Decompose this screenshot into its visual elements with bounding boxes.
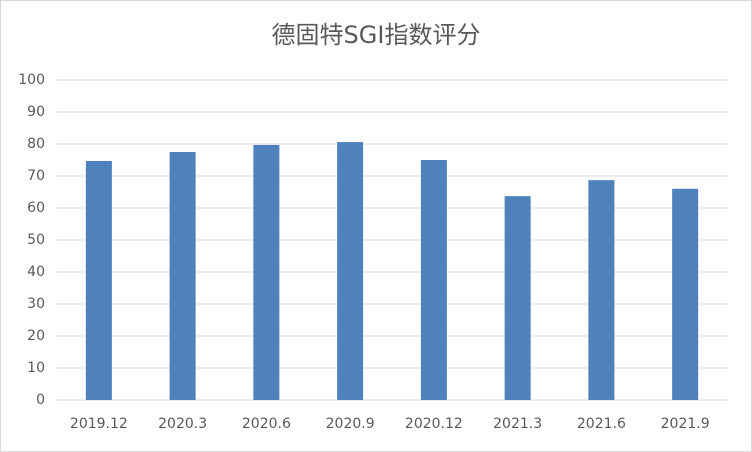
bar [588, 180, 615, 400]
y-tick-label: 20 [27, 328, 45, 344]
bar [169, 152, 196, 400]
x-tick-label: 2021.9 [661, 416, 710, 432]
y-tick-label: 50 [27, 232, 45, 248]
x-tick-label: 2021.6 [577, 416, 626, 432]
y-tick-label: 0 [36, 392, 45, 408]
bar [420, 160, 447, 400]
y-tick-label: 80 [27, 136, 45, 152]
x-tick-label: 2020.12 [405, 416, 463, 432]
y-tick-label: 100 [18, 72, 45, 88]
x-tick-label: 2020.9 [326, 416, 375, 432]
y-tick-label: 90 [27, 104, 45, 120]
bar [253, 144, 280, 400]
bar [85, 160, 112, 400]
y-tick-label: 10 [27, 360, 45, 376]
y-tick-label: 30 [27, 296, 45, 312]
y-tick-label: 60 [27, 200, 45, 216]
x-tick-label: 2020.6 [242, 416, 291, 432]
bar [504, 196, 531, 400]
x-tick-label: 2019.12 [70, 416, 128, 432]
x-tick-label: 2020.3 [158, 416, 207, 432]
y-tick-label: 40 [27, 264, 45, 280]
bar [672, 188, 699, 400]
x-tick-label: 2021.3 [493, 416, 542, 432]
bar [337, 142, 364, 400]
chart-title: 德固特SGI指数评分 [272, 21, 481, 49]
y-tick-label: 70 [27, 168, 45, 184]
